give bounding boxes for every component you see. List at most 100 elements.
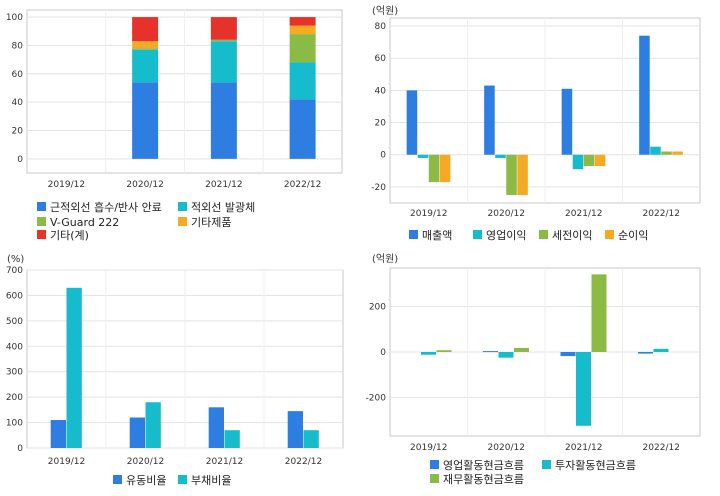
- legend-label: 영업이익: [486, 229, 526, 242]
- legend-label: 재무활동현금흐름: [443, 472, 524, 486]
- legend-swatch: [37, 217, 46, 226]
- legend-swatch: [473, 230, 482, 239]
- legend-swatch: [430, 474, 439, 483]
- legend-swatch: [37, 230, 46, 239]
- y-tick-label: 300: [6, 368, 23, 378]
- bar: [594, 154, 606, 166]
- legend-label: 기타(계): [50, 229, 89, 242]
- y-tick-label: 0: [380, 151, 386, 161]
- x-tick-label: 2022/12: [643, 443, 680, 453]
- legend-swatch: [430, 460, 439, 469]
- bar: [506, 154, 517, 195]
- bar: [436, 350, 452, 352]
- ratio-chart: 0 100 200 300 400 500 600 700 2019/12 2020/12 2021…: [6, 254, 344, 487]
- legend-swatch: [113, 475, 122, 484]
- bar-segment: [132, 48, 159, 50]
- bar-segment: [132, 82, 159, 159]
- bar: [484, 85, 495, 155]
- x-tick-label: 2019/12: [410, 209, 447, 219]
- legend-label: 근적외선 흡수/반사 안료: [50, 200, 162, 214]
- bar: [560, 352, 576, 357]
- bar: [561, 88, 573, 155]
- bar-segment: [210, 39, 237, 42]
- bar-segment: [289, 62, 316, 100]
- cashflow-chart: -200 0 200 2019/12 2020/12 2021/12 2022/12 (억원)…: [366, 253, 701, 486]
- bar: [583, 154, 595, 166]
- legend-swatch: [409, 230, 418, 239]
- legend-label: V-Guard 222: [50, 216, 119, 229]
- bar: [483, 351, 498, 353]
- x-tick-label: 2019/12: [48, 180, 85, 190]
- bar: [50, 420, 66, 448]
- bar: [287, 411, 303, 448]
- legend-label: 적외선 발광체: [191, 201, 255, 214]
- y-tick-label: 20: [375, 119, 387, 129]
- bar: [208, 407, 224, 448]
- bar: [650, 146, 661, 155]
- legend-label: 유동비율: [126, 474, 166, 487]
- legend-label: 영업활동현금흐름: [443, 458, 524, 472]
- x-tick-label: 2022/12: [285, 457, 322, 467]
- y-tick-label: -20: [371, 183, 386, 193]
- legend-label: 투자활동현금흐름: [555, 458, 636, 472]
- y-tick-label: 400: [6, 342, 23, 352]
- bar: [639, 35, 650, 155]
- unit-label: (%): [7, 254, 24, 265]
- bar: [303, 430, 319, 448]
- y-tick-label: 500: [6, 317, 23, 327]
- unit-label: (억원): [372, 5, 398, 17]
- y-tick-label: 20: [12, 126, 24, 136]
- bar: [517, 154, 528, 195]
- bar: [439, 154, 451, 183]
- x-tick-label: 2020/12: [488, 209, 525, 219]
- bar-segment: [132, 49, 159, 83]
- y-tick-label: 80: [375, 22, 387, 32]
- bar-segment: [210, 17, 237, 40]
- legend-label: 기타제품: [191, 216, 231, 229]
- y-tick-label: 700: [6, 266, 23, 276]
- bar: [66, 287, 82, 448]
- y-tick-label: 600: [6, 291, 23, 301]
- bar-segment: [289, 25, 316, 35]
- bar: [421, 352, 436, 355]
- bar: [498, 352, 514, 358]
- bar-segment: [132, 41, 159, 49]
- bar: [495, 154, 506, 158]
- bar-segment: [289, 17, 316, 26]
- y-tick-label: 200: [369, 303, 386, 313]
- bar: [653, 348, 669, 352]
- x-tick-label: 2020/12: [488, 443, 525, 453]
- y-tick-label: 200: [6, 393, 23, 403]
- x-tick-label: 2021/12: [206, 457, 243, 467]
- legend-label: 순이익: [618, 229, 648, 242]
- bar: [428, 154, 440, 183]
- bar: [572, 154, 584, 170]
- x-tick-label: 2021/12: [565, 209, 602, 219]
- legend-swatch: [605, 230, 614, 239]
- y-tick-label: 0: [380, 348, 386, 358]
- x-tick-label: 2022/12: [284, 180, 321, 190]
- bar: [661, 151, 672, 155]
- x-tick-label: 2020/12: [126, 180, 163, 190]
- legend-swatch: [542, 460, 551, 469]
- bar: [591, 274, 607, 352]
- composition-chart: 0 20 40 60 80 100 2019/12 2020/12 2021/12 2022/12…: [6, 9, 343, 242]
- legend-label: 매출액: [422, 229, 452, 242]
- y-tick-label: 100: [6, 13, 23, 23]
- x-tick-label: 2020/12: [127, 457, 164, 467]
- bar: [638, 352, 653, 354]
- y-tick-label: -200: [366, 393, 387, 403]
- bar-segment: [210, 82, 237, 159]
- bar: [672, 151, 683, 155]
- bar: [406, 90, 418, 155]
- legend-swatch: [539, 230, 548, 239]
- bar: [145, 402, 161, 448]
- x-tick-label: 2019/12: [48, 457, 85, 467]
- legend-swatch: [178, 217, 187, 226]
- bar: [514, 347, 529, 352]
- bar: [224, 430, 240, 448]
- bar: [417, 154, 429, 158]
- y-tick-label: 80: [12, 41, 24, 51]
- y-tick-label: 0: [17, 444, 23, 454]
- y-tick-label: 100: [6, 419, 23, 429]
